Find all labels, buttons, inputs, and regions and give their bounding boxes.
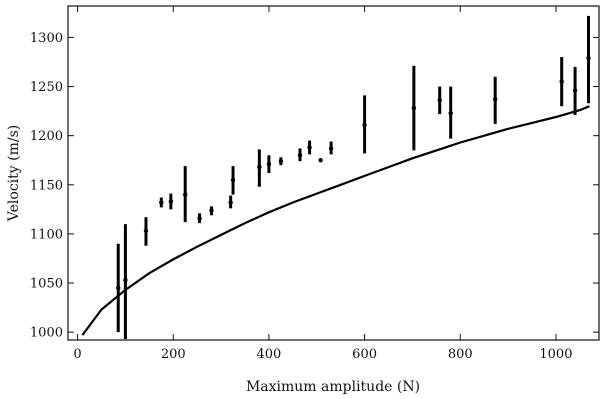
data-point [228, 200, 233, 205]
plot-frame [67, 5, 600, 341]
data-point [266, 161, 272, 167]
y-tick-label: 1300 [30, 31, 63, 46]
y-tick-label: 1150 [30, 178, 63, 193]
data-point [123, 277, 128, 283]
data-point [318, 158, 323, 163]
data-point [209, 208, 214, 213]
data-point [143, 228, 149, 234]
y-axis-ticks: 1000 1050 1100 1150 1200 1250 1300 [30, 31, 599, 341]
x-tick-label: 800 [448, 347, 473, 362]
data-point [168, 199, 174, 204]
y-axis-label: Velocity (m/s) [6, 125, 22, 222]
fit-curve [81, 105, 590, 336]
data-point [307, 145, 312, 150]
data-point [116, 285, 121, 291]
data-point [159, 200, 164, 205]
data-point [197, 215, 202, 221]
data-point [448, 110, 453, 116]
x-tick-label: 200 [161, 347, 186, 362]
data-point [183, 192, 188, 197]
y-tick-label: 1200 [30, 129, 63, 144]
x-tick-label: 0 [73, 347, 81, 362]
x-tick-label: 600 [352, 347, 377, 362]
data-point [278, 159, 284, 164]
data-point [328, 146, 334, 151]
x-tick-label: 400 [257, 347, 282, 362]
fit-curve-layer [81, 105, 590, 336]
data-point [572, 88, 578, 93]
data-point [411, 105, 417, 111]
x-axis-ticks: 0 200 400 600 800 1000 [73, 6, 572, 362]
x-axis-label: Maximum amplitude (N) [246, 379, 420, 395]
data-point [257, 164, 262, 170]
data-point [492, 97, 498, 102]
data-point [362, 122, 367, 128]
y-tick-label: 1250 [30, 80, 63, 95]
data-point [586, 55, 591, 61]
y-tick-label: 1100 [30, 227, 63, 242]
data-point [230, 177, 236, 183]
y-tick-label: 1050 [30, 277, 63, 292]
x-tick-label: 1000 [539, 347, 572, 362]
data-points-layer [116, 15, 591, 340]
data-point [559, 79, 564, 84]
y-tick-label: 1000 [30, 326, 63, 341]
data-point [297, 153, 303, 158]
data-point [437, 98, 442, 103]
